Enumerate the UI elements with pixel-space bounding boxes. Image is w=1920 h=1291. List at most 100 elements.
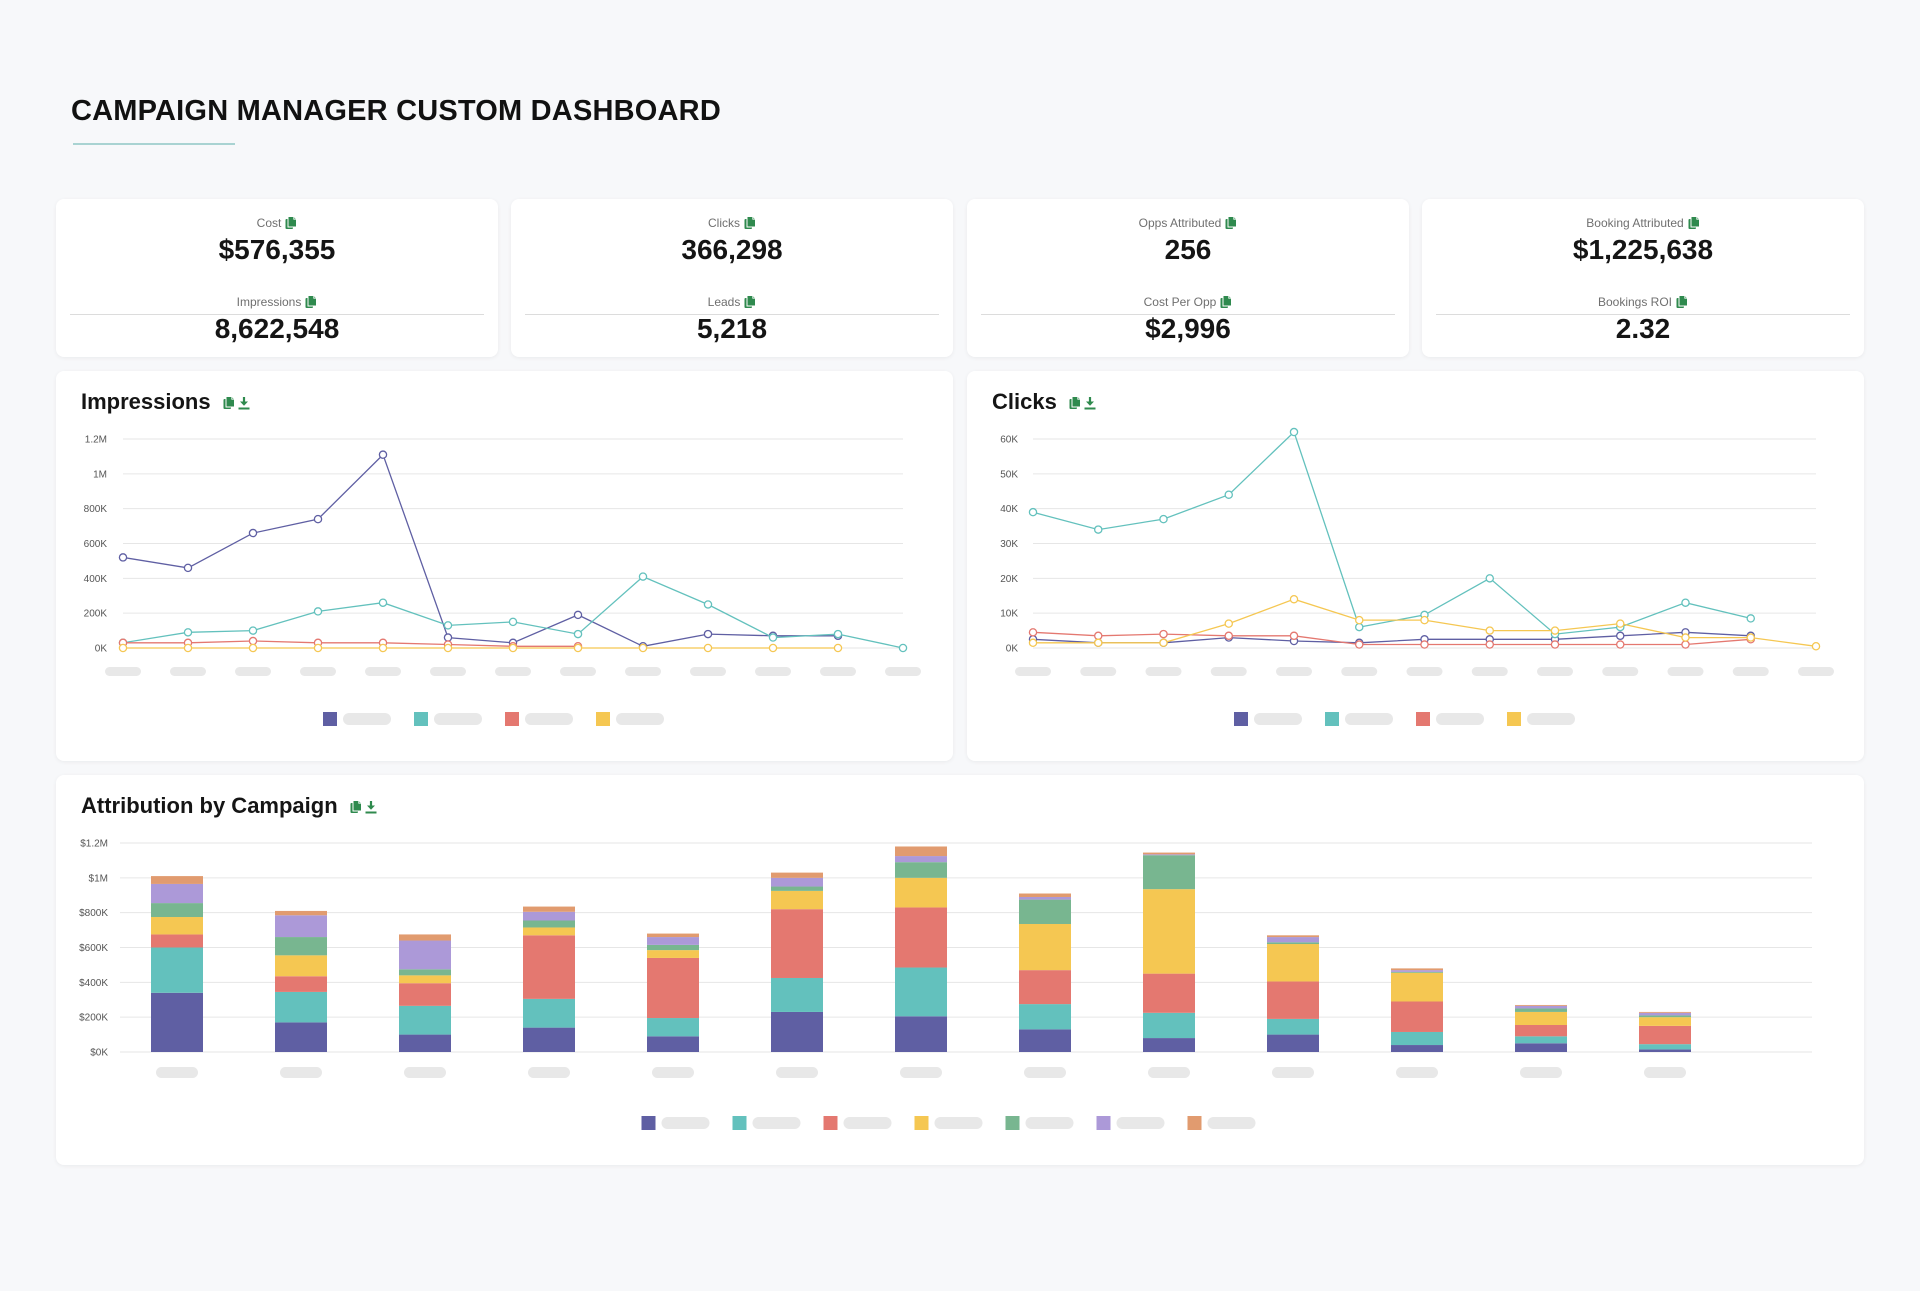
data-point[interactable]	[248, 528, 258, 538]
data-point[interactable]	[1094, 631, 1103, 641]
bar-segment[interactable]	[647, 957, 699, 1019]
bar-segment[interactable]	[275, 910, 327, 916]
data-point[interactable]	[1354, 615, 1364, 625]
data-point[interactable]	[1681, 598, 1690, 607]
bar-segment[interactable]	[399, 1034, 451, 1052]
bar-segment[interactable]	[1143, 855, 1195, 890]
data-point[interactable]	[1289, 631, 1299, 641]
data-point[interactable]	[443, 633, 453, 642]
bar-segment[interactable]	[895, 907, 947, 968]
data-point[interactable]	[1485, 626, 1495, 635]
data-point[interactable]	[183, 628, 193, 637]
bar-segment[interactable]	[1391, 1031, 1443, 1046]
bar-segment[interactable]	[151, 917, 203, 935]
bar-segment[interactable]	[1515, 1025, 1567, 1037]
bar-segment[interactable]	[1267, 1018, 1319, 1035]
bar-segment[interactable]	[1143, 1038, 1195, 1052]
bar-segment[interactable]	[1143, 854, 1195, 856]
legend-swatch[interactable]	[1096, 1116, 1111, 1130]
data-point[interactable]	[768, 643, 778, 653]
legend-swatch[interactable]	[823, 1116, 838, 1130]
data-point[interactable]	[248, 643, 258, 653]
bar-segment[interactable]	[1019, 899, 1071, 924]
bar-segment[interactable]	[1267, 937, 1319, 943]
data-point[interactable]	[183, 563, 193, 573]
legend-swatch[interactable]	[414, 712, 428, 726]
legend-swatch[interactable]	[596, 712, 610, 726]
bar-segment[interactable]	[523, 998, 575, 1028]
bar-segment[interactable]	[647, 950, 699, 958]
data-point[interactable]	[118, 643, 128, 653]
data-point[interactable]	[1159, 638, 1168, 648]
legend-swatch[interactable]	[1507, 712, 1521, 726]
data-point[interactable]	[1420, 640, 1429, 649]
bar-segment[interactable]	[895, 856, 947, 863]
data-point[interactable]	[1159, 514, 1168, 524]
data-point[interactable]	[508, 643, 518, 653]
bar-segment[interactable]	[771, 1011, 823, 1052]
bar-segment[interactable]	[771, 909, 823, 978]
data-point[interactable]	[1354, 622, 1364, 632]
bar-segment[interactable]	[1267, 935, 1319, 938]
bar-segment[interactable]	[399, 975, 451, 984]
bar-segment[interactable]	[647, 937, 699, 945]
data-point[interactable]	[183, 643, 193, 653]
bar-segment[interactable]	[1639, 1017, 1691, 1026]
bar-segment[interactable]	[895, 1016, 947, 1052]
copy-icon[interactable]	[1069, 389, 1081, 415]
bar-segment[interactable]	[399, 940, 451, 970]
data-point[interactable]	[1746, 633, 1756, 642]
legend-swatch[interactable]	[1325, 712, 1339, 726]
bar-segment[interactable]	[771, 890, 823, 910]
bar-segment[interactable]	[1019, 923, 1071, 971]
bar-segment[interactable]	[399, 1005, 451, 1035]
bar-segment[interactable]	[895, 877, 947, 908]
legend-swatch[interactable]	[505, 712, 519, 726]
copy-icon[interactable]	[1676, 295, 1689, 310]
data-point[interactable]	[313, 607, 323, 616]
bar-segment[interactable]	[523, 935, 575, 999]
legend-swatch[interactable]	[1416, 712, 1430, 726]
data-point[interactable]	[573, 629, 583, 639]
data-point[interactable]	[703, 600, 713, 609]
bar-segment[interactable]	[1639, 1025, 1691, 1045]
data-point[interactable]	[1289, 594, 1299, 604]
data-point[interactable]	[118, 553, 128, 562]
bar-segment[interactable]	[1143, 973, 1195, 1013]
data-point[interactable]	[1485, 574, 1495, 583]
bar-segment[interactable]	[1391, 971, 1443, 973]
bar-segment[interactable]	[275, 955, 327, 977]
data-point[interactable]	[378, 598, 388, 607]
data-point[interactable]	[898, 643, 908, 653]
copy-icon[interactable]	[350, 793, 362, 819]
bar-segment[interactable]	[895, 967, 947, 1017]
data-point[interactable]	[248, 626, 258, 635]
bar-segment[interactable]	[1143, 889, 1195, 974]
bar-segment[interactable]	[1515, 1043, 1567, 1052]
data-point[interactable]	[443, 621, 453, 630]
bar-segment[interactable]	[1019, 970, 1071, 1005]
data-point[interactable]	[1354, 640, 1364, 649]
bar-segment[interactable]	[1019, 1004, 1071, 1030]
bar-segment[interactable]	[399, 969, 451, 976]
data-point[interactable]	[1289, 427, 1299, 437]
copy-icon[interactable]	[223, 389, 235, 415]
legend-swatch[interactable]	[914, 1116, 929, 1130]
data-point[interactable]	[638, 643, 648, 653]
bar-segment[interactable]	[1267, 942, 1319, 945]
copy-icon[interactable]	[1688, 216, 1700, 231]
bar-segment[interactable]	[1515, 1005, 1567, 1009]
bar-segment[interactable]	[1019, 893, 1071, 897]
data-point[interactable]	[1094, 525, 1103, 534]
bar-segment[interactable]	[523, 927, 575, 936]
data-point[interactable]	[1094, 638, 1103, 648]
bar-segment[interactable]	[1639, 1044, 1691, 1050]
bar-segment[interactable]	[1639, 1015, 1691, 1018]
copy-icon[interactable]	[1220, 295, 1233, 310]
bar-segment[interactable]	[275, 976, 327, 992]
bar-segment[interactable]	[151, 947, 203, 993]
legend-swatch[interactable]	[732, 1116, 747, 1130]
bar-segment[interactable]	[1515, 1011, 1567, 1026]
data-point[interactable]	[1681, 640, 1690, 649]
bar-segment[interactable]	[151, 883, 203, 904]
